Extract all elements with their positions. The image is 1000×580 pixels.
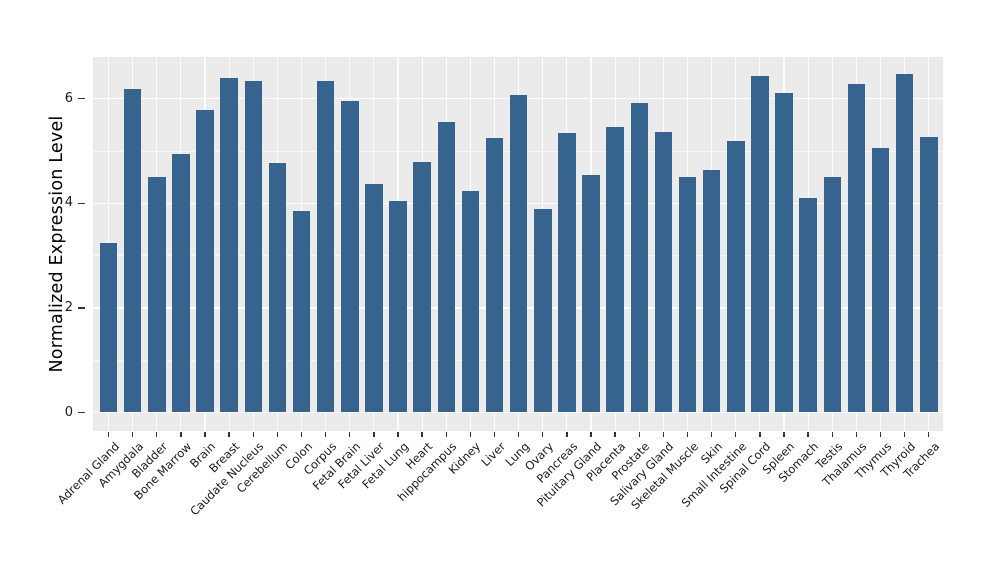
x-tick-mark [421, 432, 423, 437]
x-tick-mark [735, 432, 737, 437]
x-tick-mark [686, 432, 689, 437]
bar-trachea [920, 137, 938, 413]
gridline-h-major [93, 411, 943, 414]
bar-pancreas [558, 132, 576, 413]
y-tick-label: 6 [64, 90, 73, 106]
x-tick-mark [542, 432, 544, 437]
x-tick-mark [614, 432, 616, 437]
y-tick-mark [78, 98, 85, 100]
x-tick-mark [928, 432, 930, 437]
bar-spinal-cord [751, 75, 769, 413]
y-tick-label: 4 [64, 195, 73, 211]
x-tick-mark [710, 432, 713, 437]
y-tick-label: 0 [64, 404, 73, 420]
bar-colon [292, 211, 311, 413]
bar-caudate-nucleus [244, 81, 262, 413]
x-tick-mark [469, 432, 472, 437]
bar-bone-marrow [172, 154, 190, 413]
x-tick-mark [662, 432, 665, 437]
x-tick-mark [156, 432, 158, 437]
x-tick-mark [276, 432, 279, 437]
bar-breast [220, 77, 238, 413]
y-tick-mark [78, 202, 85, 204]
bar-prostate [630, 103, 648, 413]
x-tick-mark [228, 432, 230, 437]
x-tick-mark [517, 432, 520, 437]
bar-bladder [148, 177, 166, 413]
bar-spleen [775, 93, 793, 413]
y-tick-label: 2 [64, 299, 73, 315]
bar-skin [702, 169, 721, 413]
x-tick-mark [759, 432, 761, 437]
bar-kidney [461, 190, 480, 413]
x-tick-mark [373, 432, 375, 437]
bar-heart [413, 161, 431, 413]
bar-liver [485, 137, 504, 413]
bar-lung [509, 95, 528, 413]
x-tick-mark [879, 432, 882, 437]
x-tick-mark [324, 432, 327, 437]
bar-testis [823, 177, 841, 413]
bar-stomach [799, 197, 817, 413]
x-tick-mark [131, 432, 134, 437]
bar-fetal-brain [341, 100, 359, 413]
bar-fetal-lung [389, 201, 407, 413]
bar-ovary [534, 209, 552, 413]
y-axis-title: Normalized Expression Level [47, 115, 67, 373]
x-tick-mark [807, 432, 809, 437]
bar-small-intestine [727, 141, 745, 413]
bar-placenta [606, 127, 624, 413]
bar-corpus [316, 80, 335, 413]
bar-thyroid [895, 74, 914, 413]
x-tick-mark [831, 432, 833, 437]
bar-salivary-gland [654, 131, 673, 413]
x-tick-mark [252, 432, 254, 437]
bar-cerebellum [268, 163, 287, 413]
bar-pituitary-gland [582, 175, 600, 413]
x-tick-mark [566, 432, 568, 437]
x-tick-mark [855, 432, 858, 437]
x-tick-mark [590, 432, 592, 437]
x-tick-mark [638, 432, 640, 437]
bar-thymus [871, 147, 890, 413]
bar-hippocampus [437, 122, 455, 413]
y-tick-mark [78, 411, 85, 414]
x-tick-label-liver: Liver [477, 439, 508, 470]
x-tick-mark [204, 432, 206, 437]
bar-thalamus [847, 83, 866, 413]
x-tick-mark [445, 432, 447, 437]
bar-brain [196, 110, 214, 413]
x-tick-mark [397, 432, 399, 437]
plot-panel [93, 57, 943, 431]
y-tick-mark [78, 307, 85, 309]
x-tick-mark [180, 432, 182, 437]
bar-amygdala [123, 89, 142, 413]
x-tick-mark [493, 432, 496, 437]
bar-adrenal-gland [99, 243, 118, 413]
x-tick-mark [349, 432, 351, 437]
x-tick-mark [300, 432, 303, 437]
bar-skeletal-muscle [678, 176, 697, 413]
bar-fetal-liver [365, 184, 383, 413]
x-tick-mark [903, 432, 906, 437]
x-tick-mark [783, 432, 785, 437]
x-tick-mark [107, 432, 110, 437]
